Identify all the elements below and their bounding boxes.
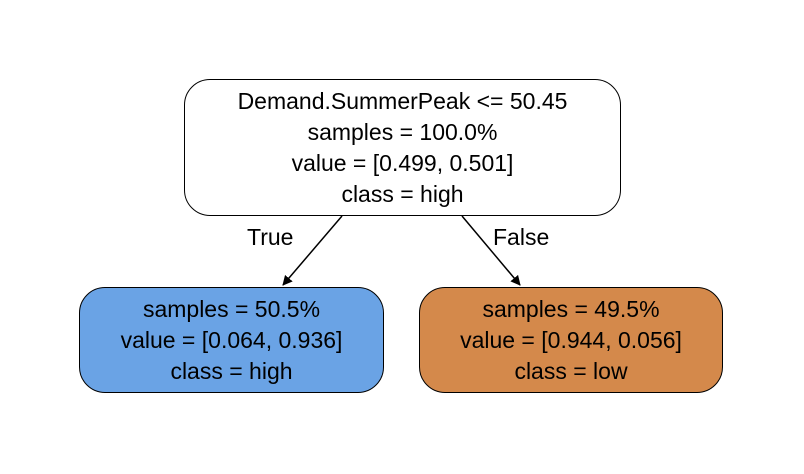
root-class: class = high: [341, 180, 464, 207]
root-node: Demand.SummerPeak <= 50.45 samples = 100…: [184, 79, 621, 216]
right-class: class = low: [514, 357, 628, 384]
edge-label-false: False: [493, 224, 550, 250]
right-samples: samples = 49.5%: [482, 295, 660, 322]
root-value: value = [0.499, 0.501]: [291, 149, 514, 176]
right-value: value = [0.944, 0.056]: [460, 326, 682, 353]
edge-true-arrow: [282, 215, 343, 286]
edge-false-arrow: [461, 215, 521, 286]
left-samples: samples = 50.5%: [142, 295, 321, 322]
edge-label-true: True: [247, 224, 294, 250]
root-samples: samples = 100.0%: [307, 118, 498, 145]
left-value: value = [0.064, 0.936]: [120, 326, 343, 353]
root-split-condition: Demand.SummerPeak <= 50.45: [237, 87, 568, 114]
right-leaf-node: samples = 49.5% value = [0.944, 0.056] c…: [419, 287, 723, 393]
left-leaf-node: samples = 50.5% value = [0.064, 0.936] c…: [79, 287, 384, 393]
left-class: class = high: [170, 357, 293, 384]
